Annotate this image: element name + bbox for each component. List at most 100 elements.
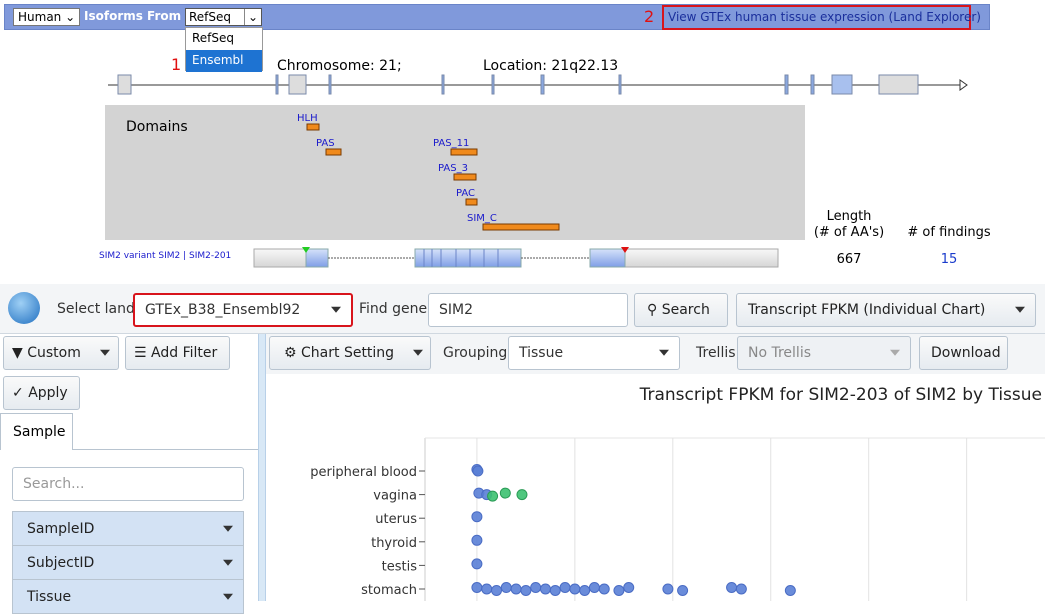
trellis-select: No Trellis xyxy=(737,336,911,370)
isoforms-label: Isoforms From xyxy=(84,9,182,23)
domain-label: PAS xyxy=(316,138,335,149)
y-tick-label: stomach xyxy=(361,583,417,598)
domain-label: SIM_C xyxy=(467,213,497,224)
domain-bars xyxy=(306,123,560,231)
data-point xyxy=(569,583,581,595)
data-point xyxy=(677,585,689,596)
apply: Apply xyxy=(28,385,68,401)
domains-panel xyxy=(105,105,805,240)
gene-input[interactable]: SIM2 xyxy=(428,293,628,327)
domain-label: PAS_11 xyxy=(433,138,469,149)
marker: 2 xyxy=(644,7,655,26)
domain-label: HLH xyxy=(297,113,318,124)
isoform-select[interactable]: RefSeq ⌄ xyxy=(185,8,262,26)
tab-line xyxy=(0,449,258,450)
search-button[interactable]: ⚲ Search xyxy=(634,293,728,327)
field-label: SubjectID xyxy=(27,554,95,571)
data-point xyxy=(598,583,610,595)
data-point xyxy=(539,583,551,595)
y-tick-label: uterus xyxy=(375,512,417,527)
chart-setting-button[interactable]: ⚙ Chart Setting xyxy=(269,336,431,370)
data-point xyxy=(491,585,503,596)
variant-label[interactable]: SIM2 variant SIM2 | SIM2-201 xyxy=(99,251,231,261)
view: Transcript FPKM (Individual Chart) xyxy=(748,302,986,318)
logo[interactable] xyxy=(8,292,40,324)
length-header: Length xyxy=(827,209,872,224)
y-tick-label: testis xyxy=(382,559,418,574)
field[interactable]: Tissue xyxy=(12,579,244,614)
data-point xyxy=(471,534,483,546)
data-point xyxy=(471,511,483,523)
land-select[interactable]: GTEx_B38_Ensembl92 xyxy=(133,293,353,327)
grouping-select[interactable]: Tissue xyxy=(508,336,680,370)
data-point xyxy=(613,585,625,596)
select-land-label: Select land xyxy=(57,301,135,317)
grouping: Tissue xyxy=(519,345,564,361)
find-gene-label: Find gene xyxy=(359,301,428,317)
apply-button[interactable]: ✓ Apply xyxy=(3,376,80,410)
add-filter-button[interactable]: ☰ Add Filter xyxy=(125,336,230,370)
data-point xyxy=(487,490,499,502)
download-button[interactable]: Download xyxy=(919,336,1008,370)
y-tick-label: peripheral blood xyxy=(310,465,417,480)
field[interactable]: SampleID xyxy=(12,511,244,546)
y-tick-label: vagina xyxy=(373,489,417,504)
data-point xyxy=(588,582,600,593)
data-point xyxy=(662,583,674,595)
search-input[interactable]: Search... xyxy=(12,467,244,501)
data-point xyxy=(516,489,528,501)
findings-header: # of findings xyxy=(907,225,990,240)
trellis: No Trellis xyxy=(748,345,812,361)
trellis-label: Trellis xyxy=(696,345,736,361)
splitter[interactable] xyxy=(258,334,266,601)
data-point xyxy=(520,585,532,596)
data-point xyxy=(500,582,512,593)
domain-label: PAC xyxy=(456,188,475,199)
transcript-bar xyxy=(253,247,779,268)
add-filter: Add Filter xyxy=(151,345,218,361)
data-point xyxy=(784,585,796,596)
land: GTEx_B38_Ensembl92 xyxy=(145,302,301,318)
length: 667 xyxy=(837,252,862,267)
data-point xyxy=(471,582,483,593)
gene: SIM2 xyxy=(439,302,474,318)
data-point xyxy=(559,582,571,593)
field-label: Tissue xyxy=(27,588,72,605)
data-point xyxy=(735,583,747,595)
gene-view: Chromosome: 21; Location: 21q22.13 Domai… xyxy=(99,58,991,268)
species: Human xyxy=(18,10,62,24)
header-bar xyxy=(4,4,990,30)
strand-arrow xyxy=(959,79,968,91)
findings[interactable]: 15 xyxy=(941,252,958,267)
field[interactable]: SubjectID xyxy=(12,545,244,580)
sample-tab[interactable]: Sample xyxy=(0,413,73,450)
marker: 1 xyxy=(171,55,182,74)
custom-button[interactable]: ▼ Custom xyxy=(3,336,119,370)
data-point xyxy=(499,487,511,499)
field-label: SampleID xyxy=(27,520,95,537)
data-point xyxy=(530,582,542,593)
data-point xyxy=(471,558,483,570)
gtex-link[interactable]: View GTEx human tissue expression (Land … xyxy=(662,5,981,30)
y-tick-label: thyroid xyxy=(371,536,417,551)
chromosome: Chromosome: 21; xyxy=(277,58,402,74)
dropdown: RefSeq Ensembl xyxy=(185,27,263,72)
option-selected[interactable]: Ensembl xyxy=(186,50,262,72)
search-label: Search xyxy=(661,302,710,318)
length-header: (# of AA's) xyxy=(814,225,884,240)
domain-label: PAS_3 xyxy=(438,163,468,174)
data-point xyxy=(549,585,561,596)
page: Human ⌄ Isoforms From RefSeq ⌄ RefSeq Ens… xyxy=(0,4,1045,614)
species-select[interactable]: Human ⌄ xyxy=(13,8,80,26)
isoform-source: RefSeq xyxy=(189,10,232,24)
data-point xyxy=(510,583,522,595)
chart-setting: Chart Setting xyxy=(301,345,395,361)
chart-title: Transcript FPKM for SIM2-203 of SIM2 by … xyxy=(639,385,1042,405)
data-point xyxy=(726,582,738,593)
search-placeholder: Search... xyxy=(23,476,85,492)
view-select[interactable]: Transcript FPKM (Individual Chart) xyxy=(736,293,1036,327)
data-point xyxy=(481,583,493,595)
grouping-label: Grouping xyxy=(443,345,508,361)
download: Download xyxy=(931,345,1001,361)
option[interactable]: RefSeq xyxy=(192,31,235,45)
